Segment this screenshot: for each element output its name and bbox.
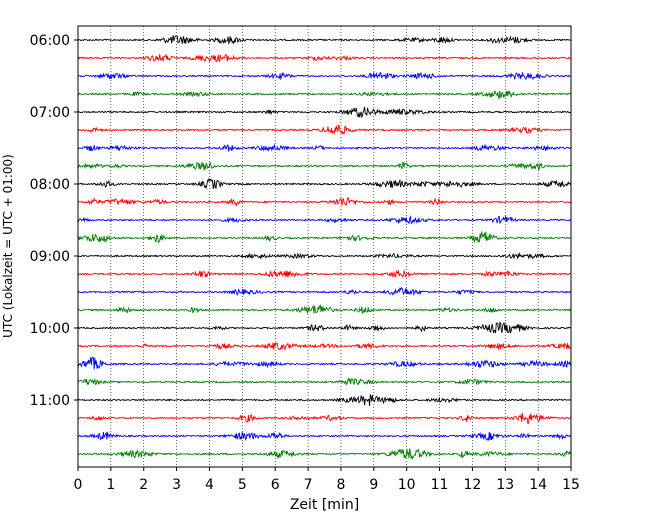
x-tick-label: 14 [529,477,547,493]
x-tick-label: 15 [562,477,580,493]
seismic-trace-row [77,35,572,45]
seismic-trace-row [78,413,572,425]
x-tick-label: 2 [139,477,148,493]
x-tick-label: 12 [463,477,481,493]
y-tick-label: 10:00 [30,321,70,337]
y-axis-ticks: 06:00 07:00 08:00 09:00 10:00 11:00 [30,33,78,409]
seismic-trace-row [77,106,572,119]
y-tick-label: 06:00 [30,33,70,49]
seismic-trace-row [77,143,572,153]
y-tick-label: 07:00 [30,105,70,121]
seismic-trace-row [77,177,572,190]
x-tick-label: 1 [106,477,115,493]
seismic-trace-row [77,252,572,260]
seismic-trace-row [77,377,572,386]
seismic-traces [77,35,572,460]
y-tick-label: 09:00 [30,249,70,265]
seismic-trace-row [77,321,572,334]
x-tick-label: 3 [172,477,181,493]
x-tick-label: 4 [205,477,214,493]
y-tick-label: 08:00 [30,177,70,193]
x-tick-label: 7 [304,477,313,493]
seismic-trace-row [77,431,572,442]
plot-frame [77,25,572,468]
seismic-trace-row [77,71,572,81]
x-tick-label: 9 [369,477,378,493]
x-tick-label: 10 [398,477,416,493]
seismic-trace-row [77,89,572,100]
x-tick-label: 11 [431,477,449,493]
x-axis-label: Zeit [min] [290,497,359,513]
seismic-trace-row [77,215,572,225]
seismic-trace-row [77,197,572,207]
y-axis-label: UTC (Lokalzeit = UTC + 01:00) [1,154,15,338]
seismic-trace-row [77,356,572,370]
seismic-trace-row [77,448,572,460]
x-tick-label: 5 [238,477,247,493]
seismic-trace-row [77,394,572,406]
x-tick-label: 8 [336,477,345,493]
seismic-trace-row [77,304,572,315]
x-tick-label: 6 [271,477,280,493]
x-tick-label: 0 [74,477,83,493]
y-tick-label: 11:00 [30,393,70,409]
seismic-trace-row [77,123,572,135]
seismic-trace-row [77,287,572,297]
x-axis-ticks: 0 1 2 3 4 5 6 7 8 9 10 11 12 13 14 15 [74,467,580,493]
seismic-trace-row [77,269,572,279]
seismic-trace-row [77,161,572,171]
seismic-trace-row [77,231,572,244]
vertical-grid [110,26,539,467]
x-tick-label: 13 [496,477,514,493]
seismic-trace-row [77,342,572,351]
seismic-trace-row [77,53,572,63]
